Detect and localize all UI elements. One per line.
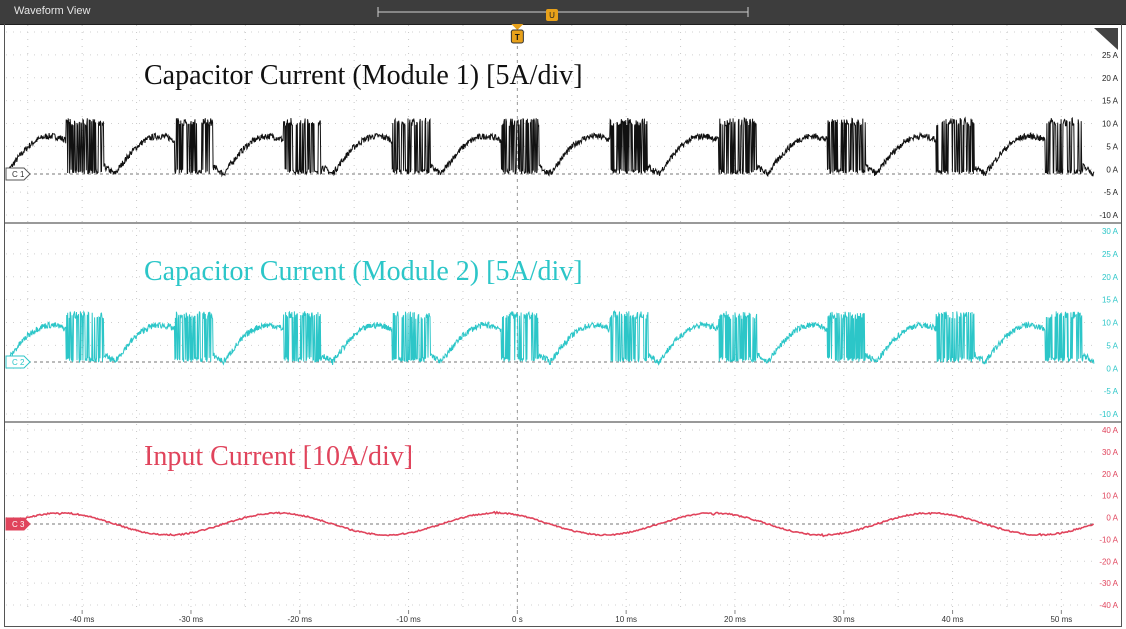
x-tick-label: 30 ms <box>833 615 855 624</box>
y-tick-label: 25 A <box>1102 250 1119 259</box>
y-tick-label: 20 A <box>1102 74 1119 83</box>
channel-marker-label: C 2 <box>12 358 25 367</box>
trigger-marker[interactable] <box>510 29 524 44</box>
y-tick-label: -30 A <box>1099 579 1118 588</box>
y-tick-label: -40 A <box>1099 601 1118 610</box>
y-tick-label: 40 A <box>1102 426 1119 435</box>
y-tick-label: -10 A <box>1099 211 1118 220</box>
x-tick-label: 20 ms <box>724 615 746 624</box>
input-current-trace <box>5 510 1095 538</box>
y-tick-label: -20 A <box>1099 557 1118 566</box>
trigger-arrow <box>511 24 524 30</box>
channel-marker-label: C 3 <box>12 520 25 529</box>
x-tick-label: -10 ms <box>396 615 420 624</box>
y-tick-label: 10 A <box>1102 120 1119 129</box>
y-tick-label: -10 A <box>1099 410 1118 419</box>
y-tick-label: 15 A <box>1102 296 1119 305</box>
capacitor-current-trace <box>5 116 1095 178</box>
window-title: Waveform View <box>14 5 91 17</box>
y-tick-label: 10 A <box>1102 492 1119 501</box>
y-tick-label: 10 A <box>1102 319 1119 328</box>
y-tick-label: 5 A <box>1106 142 1118 151</box>
x-tick-label: 50 ms <box>1050 615 1072 624</box>
y-tick-label: 30 A <box>1102 227 1119 236</box>
x-tick-label: -40 ms <box>70 615 94 624</box>
panel-title: Capacitor Current (Module 2) [5A/div] <box>144 256 583 287</box>
channel-marker[interactable] <box>5 167 31 181</box>
capacitor-current-trace <box>5 309 1095 366</box>
y-tick-label: 30 A <box>1102 448 1119 457</box>
y-tick-label: -5 A <box>1104 188 1119 197</box>
y-tick-label: 20 A <box>1102 470 1119 479</box>
y-tick-label: 0 A <box>1106 514 1118 523</box>
y-tick-label: 20 A <box>1102 273 1119 282</box>
trigger-marker-label: T <box>515 33 520 42</box>
y-tick-label: 25 A <box>1102 51 1119 60</box>
cursor-marker[interactable] <box>546 9 558 21</box>
x-tick-label: 0 s <box>512 615 523 624</box>
y-tick-label: 0 A <box>1106 364 1118 373</box>
x-tick-label: 40 ms <box>942 615 964 624</box>
x-tick-label: -30 ms <box>179 615 203 624</box>
y-tick-label: -5 A <box>1104 387 1119 396</box>
plot-frame <box>4 24 1122 627</box>
channel-marker[interactable] <box>5 517 31 531</box>
channel-marker[interactable] <box>5 355 31 369</box>
zoom-handle-icon[interactable] <box>1094 28 1118 50</box>
x-tick-label: 10 ms <box>615 615 637 624</box>
y-tick-label: 0 A <box>1106 165 1118 174</box>
panel-title: Input Current [10A/div] <box>144 441 413 472</box>
cursor-marker-label: U <box>549 11 555 20</box>
channel-marker-label: C 1 <box>12 170 25 179</box>
panel-title: Capacitor Current (Module 1) [5A/div] <box>144 60 583 91</box>
y-tick-label: -10 A <box>1099 535 1118 544</box>
y-tick-label: 15 A <box>1102 97 1119 106</box>
x-tick-label: -20 ms <box>288 615 312 624</box>
y-tick-label: 5 A <box>1106 341 1118 350</box>
